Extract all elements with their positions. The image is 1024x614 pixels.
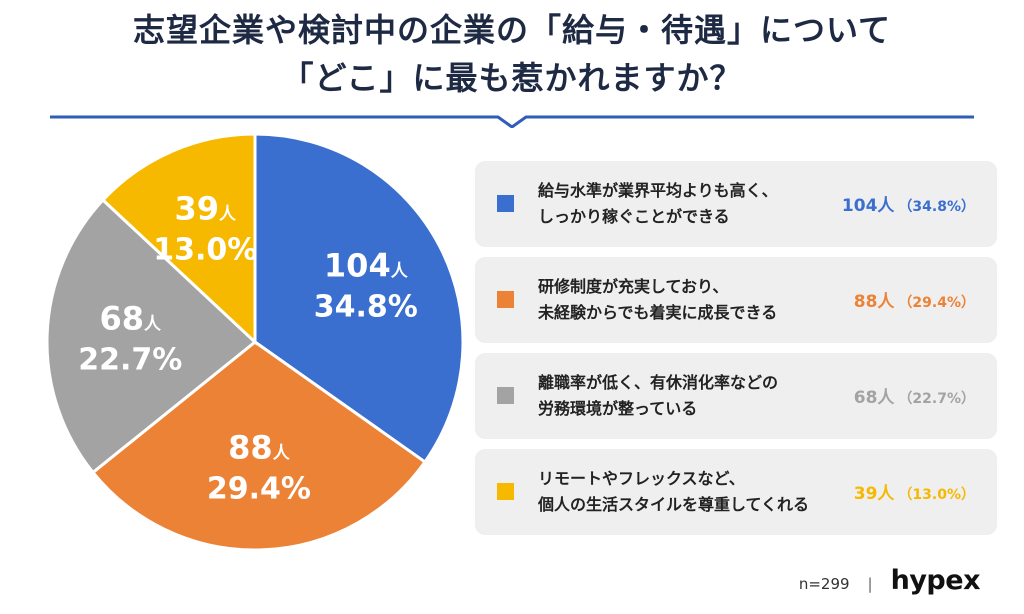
legend-value: 68人 （22.7%） <box>854 383 975 408</box>
legend-count: 88人 <box>853 292 895 312</box>
legend-row-salary: 給与水準が業界平均よりも高く、 しっかり稼ぐことができる 104人 （34.8%） <box>475 161 997 247</box>
title-divider <box>50 115 974 128</box>
legend-value: 88人 （29.4%） <box>854 287 975 312</box>
legend-percent: （13.0%） <box>898 487 975 503</box>
pie-label-count: 104人 <box>324 247 409 285</box>
legend-label-line: 離職率が低く、有休消化率などの <box>538 373 779 392</box>
legend-count: 39人 <box>853 484 895 504</box>
legend-percent: （34.8%） <box>898 199 975 215</box>
chart-title: 志望企業や検討中の企業の「給与・待遇」について 「どこ」に最も惹かれますか？ <box>0 6 1024 102</box>
footer: n=299 | hypex <box>798 565 981 596</box>
pie-label-count: 88人 <box>228 429 291 467</box>
pie-slice-salary <box>253 132 465 465</box>
legend-label-line: 個人の生活スタイルを尊重してくれる <box>538 495 810 514</box>
pie-label-count: 68人 <box>100 299 163 337</box>
legend-row-environment: 離職率が低く、有休消化率などの 労務環境が整っている 68人 （22.7%） <box>475 353 997 439</box>
legend-swatch <box>497 483 514 500</box>
divider-line <box>50 115 974 128</box>
pie-label-count: 39人 <box>175 190 238 228</box>
legend-label-line: しっかり稼ぐことができる <box>538 207 730 226</box>
pie-label-percent: 29.4% <box>207 472 311 507</box>
legend-value: 104人 （34.8%） <box>842 191 975 216</box>
pie-slice-training <box>90 340 428 552</box>
brand-logo: hypex <box>890 565 981 596</box>
legend: 給与水準が業界平均よりも高く、 しっかり稼ぐことができる 104人 （34.8%）… <box>475 161 997 545</box>
pie-label-percent: 13.0% <box>153 233 257 268</box>
legend-label: 研修制度が充実しており、 未経験からでも着実に成長できる <box>538 274 838 326</box>
legend-value: 39人 （13.0%） <box>854 479 975 504</box>
pie-chart: 104人 34.8% 88人 29.4% 68人 22.7% 39人 13.0% <box>45 132 465 552</box>
pie-svg: 104人 34.8% 88人 29.4% 68人 22.7% 39人 13.0% <box>45 132 465 552</box>
legend-row-training: 研修制度が充実しており、 未経験からでも着実に成長できる 88人 （29.4%） <box>475 257 997 343</box>
legend-swatch <box>497 387 514 404</box>
legend-percent: （22.7%） <box>898 391 975 407</box>
chart-title-line2: 「どこ」に最も惹かれますか？ <box>281 59 743 97</box>
footer-separator: | <box>867 575 873 593</box>
legend-count: 68人 <box>853 388 895 408</box>
legend-swatch <box>497 195 514 212</box>
legend-label-line: リモートやフレックスなど、 <box>538 469 745 488</box>
legend-label: リモートやフレックスなど、 個人の生活スタイルを尊重してくれる <box>538 466 838 518</box>
legend-label-line: 労務環境が整っている <box>538 399 698 418</box>
legend-label-line: 給与水準が業界平均よりも高く、 <box>538 181 778 200</box>
legend-count: 104人 <box>841 196 895 216</box>
pie-label-percent: 34.8% <box>314 290 418 325</box>
pie-slice-flexibility <box>100 132 257 346</box>
legend-label: 給与水準が業界平均よりも高く、 しっかり稼ぐことができる <box>538 178 838 230</box>
legend-percent: （29.4%） <box>898 295 975 311</box>
pie-slice-environment <box>45 197 258 475</box>
legend-label-line: 未経験からでも着実に成長できる <box>538 303 778 322</box>
legend-row-flexibility: リモートやフレックスなど、 個人の生活スタイルを尊重してくれる 39人 （13.0… <box>475 449 997 535</box>
pie-label-percent: 22.7% <box>78 342 182 377</box>
legend-swatch <box>497 291 514 308</box>
chart-title-line1: 志望企業や検討中の企業の「給与・待遇」について <box>132 11 892 49</box>
legend-label-line: 研修制度が充実しており、 <box>538 277 729 296</box>
sample-size: n=299 <box>798 575 850 593</box>
legend-label: 離職率が低く、有休消化率などの 労務環境が整っている <box>538 370 838 422</box>
